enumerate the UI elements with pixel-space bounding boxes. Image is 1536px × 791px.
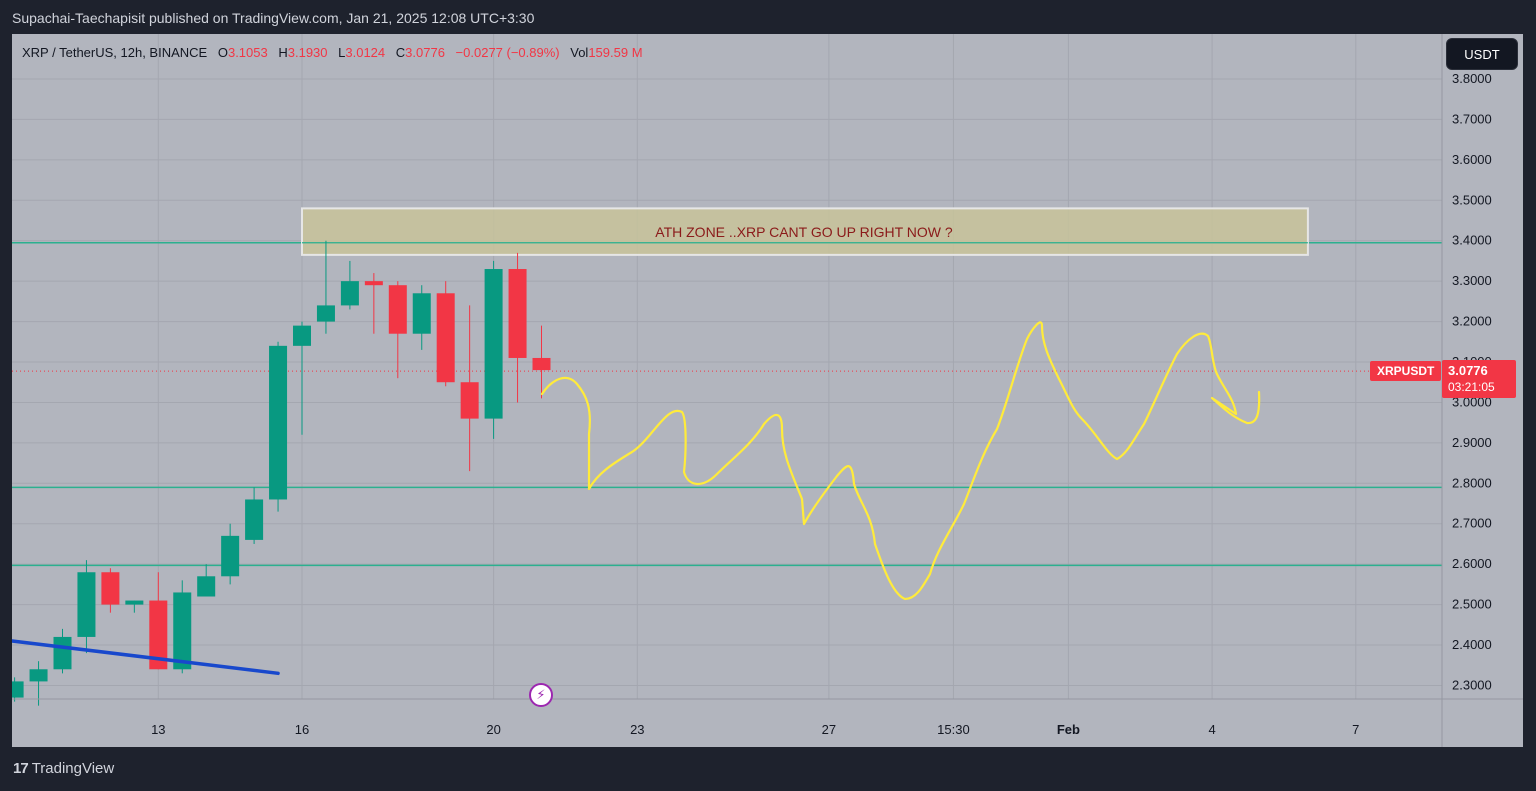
- lightning-bolt-icon[interactable]: ⚡: [529, 683, 553, 707]
- price-tick-label: 3.4000: [1452, 233, 1492, 248]
- price-tick-label: 3.5000: [1452, 192, 1492, 207]
- projection-drawing-layer: [540, 321, 1261, 601]
- legend-symbol[interactable]: XRP / TetherUS, 12h, BINANCE: [22, 45, 208, 60]
- time-tick-label: 16: [295, 722, 309, 737]
- legend-open: 3.1053: [227, 45, 268, 60]
- price-tick-label: 2.9000: [1452, 435, 1492, 450]
- legend-close: 3.0776: [405, 45, 445, 60]
- chart-pane[interactable]: 3.8000 3.7000 3.6000 3.5000 3.4000 3.3000 3.20…: [12, 34, 1523, 747]
- publisher-header: Supachai-Taechapisit published on Tradin…: [12, 10, 535, 26]
- tradingview-brand: TradingView: [31, 760, 115, 777]
- candle-up: [293, 325, 311, 346]
- legend-open-label: O: [217, 45, 228, 60]
- candle-down: [532, 357, 551, 371]
- candle-up: [12, 681, 24, 698]
- price-tick-label: 2.8000: [1452, 475, 1492, 490]
- price-tick-label: 3.6000: [1452, 152, 1492, 167]
- candle-down: [388, 285, 407, 334]
- candle-up: [484, 269, 503, 419]
- time-tick-label: 20: [486, 722, 500, 737]
- candle-down: [508, 269, 527, 358]
- candle-up: [125, 600, 144, 605]
- legend-high-label: H: [278, 45, 288, 60]
- candle-up: [29, 669, 48, 682]
- candle-up: [412, 293, 431, 334]
- candle-up: [173, 592, 192, 670]
- trendline: [12, 639, 280, 676]
- horizontal-levels: [12, 241, 1442, 567]
- candle-up: [340, 281, 359, 306]
- candle-down: [460, 382, 479, 419]
- candle-up: [316, 305, 335, 322]
- candles: [12, 240, 551, 706]
- candle-up: [53, 636, 72, 670]
- bar-countdown: 03:21:05: [1448, 380, 1495, 394]
- grid: [12, 34, 1442, 699]
- time-tick-label: Feb: [1057, 722, 1080, 737]
- time-tick-label: 7: [1352, 722, 1359, 737]
- legend-high: 3.1930: [287, 45, 328, 60]
- last-price-tag: 3.0776 03:21:05: [1442, 360, 1516, 398]
- tradingview-logo-icon: 17: [13, 760, 29, 777]
- price-tick-label: 2.6000: [1452, 556, 1492, 571]
- legend-low-label: L: [338, 45, 346, 60]
- candle-up: [197, 576, 216, 597]
- legend-change: −0.0277 (−0.89%): [455, 45, 560, 60]
- price-tick-label: 2.3000: [1452, 677, 1492, 692]
- price-tick-label: 3.2000: [1452, 314, 1492, 329]
- price-tick-label: 3.7000: [1452, 111, 1492, 126]
- price-tick-label: 2.5000: [1452, 597, 1492, 612]
- candle-up: [221, 535, 240, 577]
- symbol-price-label: XRPUSDT: [1370, 361, 1442, 381]
- axes: 3.8000 3.7000 3.6000 3.5000 3.4000 3.3000 3.20…: [12, 34, 1523, 747]
- time-tick-label: 27: [822, 722, 836, 737]
- ohlc-legend: XRP / TetherUS, 12h, BINANCE O3.1053 H3.…: [22, 45, 643, 60]
- price-tick-label: 3.0000: [1452, 394, 1492, 409]
- candle-down: [436, 293, 455, 383]
- candle-down: [101, 572, 120, 605]
- price-tick-label: 2.7000: [1452, 516, 1492, 531]
- price-tick-label: 3.3000: [1452, 273, 1492, 288]
- candle-up: [269, 345, 288, 500]
- projection-drawing: [540, 321, 1261, 601]
- ath-zone-label: ATH ZONE ..XRP CANT GO UP RIGHT NOW ?: [655, 223, 953, 240]
- price-tick-label: 2.4000: [1452, 637, 1492, 652]
- currency-button[interactable]: USDT: [1446, 38, 1518, 70]
- price-chart[interactable]: 3.8000 3.7000 3.6000 3.5000 3.4000 3.3000 3.20…: [12, 34, 1523, 747]
- candle-down: [364, 281, 383, 286]
- ath-zone-rect: [301, 207, 1309, 256]
- candle-up: [245, 499, 264, 540]
- time-tick-label: 4: [1208, 722, 1215, 737]
- legend-volume: 159.59 M: [588, 45, 643, 60]
- tradingview-footer[interactable]: 17 TradingView: [13, 760, 114, 777]
- time-tick-label: 15:30: [937, 722, 970, 737]
- legend-vol-label: Vol: [570, 45, 589, 60]
- price-tick-label: 3.8000: [1452, 71, 1492, 86]
- ath-zone: [301, 207, 1309, 256]
- legend-low: 3.0124: [345, 45, 386, 60]
- legend-close-label: C: [395, 45, 406, 60]
- candle-down: [149, 600, 168, 670]
- last-price-value: 3.0776: [1448, 363, 1488, 378]
- time-tick-label: 13: [151, 722, 165, 737]
- time-tick-label: 23: [630, 722, 644, 737]
- trendline-layer: [12, 639, 280, 676]
- candle-up: [77, 572, 96, 637]
